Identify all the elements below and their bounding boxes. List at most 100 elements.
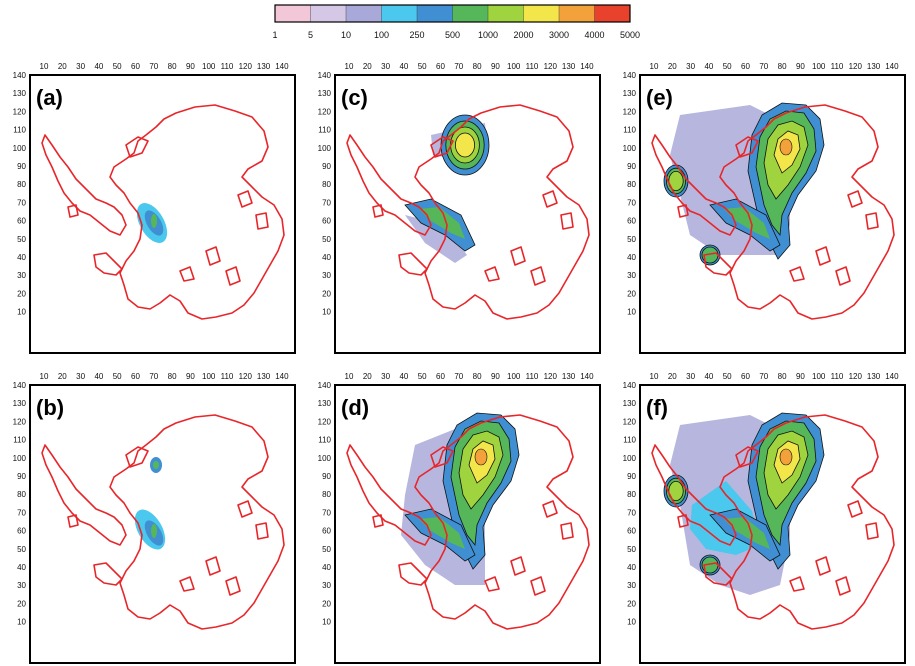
coastline-segment bbox=[484, 576, 500, 592]
ice-field bbox=[709, 508, 781, 562]
y-tick-label: 120 bbox=[318, 107, 332, 116]
y-tick-label: 120 bbox=[623, 417, 637, 426]
x-tick-label: 10 bbox=[345, 372, 354, 381]
ice-field bbox=[134, 457, 166, 550]
coastline-segment bbox=[835, 266, 851, 286]
coastline-segment bbox=[510, 556, 526, 576]
y-tick-label: 60 bbox=[17, 217, 26, 226]
coastline-segment bbox=[205, 246, 221, 266]
colorbar-cell bbox=[310, 4, 347, 23]
colorbar-tick: 250 bbox=[409, 30, 424, 40]
y-tick-label: 30 bbox=[627, 271, 636, 280]
y-tick-label: 130 bbox=[318, 399, 332, 408]
y-tick-label: 140 bbox=[318, 381, 332, 390]
colorbar-tick: 4000 bbox=[584, 30, 604, 40]
x-tick-label: 100 bbox=[507, 372, 521, 381]
y-tick-label: 90 bbox=[322, 162, 331, 171]
y-tick-label: 40 bbox=[322, 563, 331, 572]
coastline-segment bbox=[225, 576, 241, 596]
x-tick-label: 40 bbox=[704, 372, 713, 381]
x-tick-label: 110 bbox=[221, 62, 234, 71]
x-tick-label: 30 bbox=[381, 62, 390, 71]
x-tick-label: 50 bbox=[418, 372, 427, 381]
y-tick-label: 80 bbox=[322, 180, 331, 189]
colorbar-cell bbox=[594, 4, 631, 23]
x-tick-label: 50 bbox=[113, 62, 122, 71]
colorbar-tick: 3000 bbox=[549, 30, 569, 40]
y-tick-label: 110 bbox=[13, 436, 26, 445]
coastline-segment bbox=[542, 190, 558, 208]
thin-ice-area bbox=[405, 215, 467, 263]
panel-label: (d) bbox=[341, 395, 369, 420]
coastline-segment bbox=[560, 522, 574, 540]
y-tick-label: 110 bbox=[318, 436, 331, 445]
y-tick-label: 20 bbox=[627, 289, 636, 298]
y-tick-label: 140 bbox=[623, 381, 637, 390]
coastline-segment bbox=[719, 414, 895, 630]
y-tick-label: 90 bbox=[17, 472, 26, 481]
x-tick-label: 140 bbox=[885, 372, 899, 381]
colorbar-tick: 5 bbox=[308, 30, 313, 40]
coastline-segment bbox=[398, 252, 428, 276]
y-tick-label: 120 bbox=[318, 417, 332, 426]
ice-field bbox=[440, 114, 490, 176]
coastline-segment bbox=[560, 212, 574, 230]
ice-field bbox=[404, 198, 476, 252]
x-tick-label: 130 bbox=[257, 62, 271, 71]
x-tick-label: 70 bbox=[454, 372, 463, 381]
x-tick-label: 50 bbox=[723, 372, 732, 381]
y-tick-label: 110 bbox=[623, 436, 636, 445]
coastline-segment bbox=[255, 522, 269, 540]
x-tick-label: 110 bbox=[526, 62, 539, 71]
y-tick-label: 90 bbox=[627, 472, 636, 481]
y-tick-label: 100 bbox=[13, 454, 27, 463]
x-tick-label: 140 bbox=[275, 372, 289, 381]
panel-label: (e) bbox=[646, 85, 673, 110]
y-tick-label: 100 bbox=[13, 144, 27, 153]
x-tick-label: 50 bbox=[723, 62, 732, 71]
ice-field bbox=[404, 508, 476, 562]
x-tick-label: 100 bbox=[202, 372, 216, 381]
coastline-segment bbox=[41, 134, 127, 236]
ice-field bbox=[709, 198, 781, 252]
y-tick-label: 100 bbox=[318, 144, 332, 153]
coastline-segment bbox=[789, 576, 805, 592]
y-tick-label: 130 bbox=[623, 399, 637, 408]
x-tick-label: 80 bbox=[168, 372, 177, 381]
x-tick-label: 60 bbox=[741, 372, 750, 381]
x-tick-label: 120 bbox=[544, 372, 558, 381]
x-tick-label: 90 bbox=[491, 372, 500, 381]
colorbar: 1 5 10 100 250 500 1000 2000 3000 4000 5… bbox=[272, 4, 640, 40]
coastline-segment bbox=[93, 562, 123, 586]
coastline-segment bbox=[109, 414, 285, 630]
x-tick-label: 30 bbox=[686, 372, 695, 381]
coastline-segment bbox=[414, 414, 590, 630]
coastline-segment bbox=[67, 514, 79, 528]
y-tick-label: 100 bbox=[318, 454, 332, 463]
x-tick-label: 70 bbox=[759, 62, 768, 71]
y-tick-label: 120 bbox=[13, 417, 27, 426]
y-tick-label: 140 bbox=[318, 71, 332, 80]
coastline-segment bbox=[789, 266, 805, 282]
y-tick-label: 50 bbox=[17, 235, 26, 244]
y-tick-label: 60 bbox=[322, 527, 331, 536]
y-tick-label: 90 bbox=[322, 472, 331, 481]
coastline-segment bbox=[225, 266, 241, 286]
colorbar-tick: 1000 bbox=[478, 30, 498, 40]
coastline-segment bbox=[179, 576, 195, 592]
coastline-segment bbox=[677, 204, 689, 218]
x-tick-label: 130 bbox=[867, 372, 881, 381]
colorbar-cell bbox=[381, 4, 418, 23]
panel-e: (e) bbox=[639, 74, 906, 354]
colorbar-cells bbox=[274, 4, 631, 23]
y-tick-label: 70 bbox=[627, 508, 636, 517]
x-tick-label: 50 bbox=[113, 372, 122, 381]
x-tick-label: 110 bbox=[831, 62, 844, 71]
x-tick-label: 80 bbox=[778, 372, 787, 381]
y-tick-label: 60 bbox=[17, 527, 26, 536]
y-tick-label: 20 bbox=[17, 289, 26, 298]
y-tick-label: 110 bbox=[13, 126, 26, 135]
y-tick-label: 80 bbox=[322, 490, 331, 499]
x-tick-label: 40 bbox=[94, 372, 103, 381]
